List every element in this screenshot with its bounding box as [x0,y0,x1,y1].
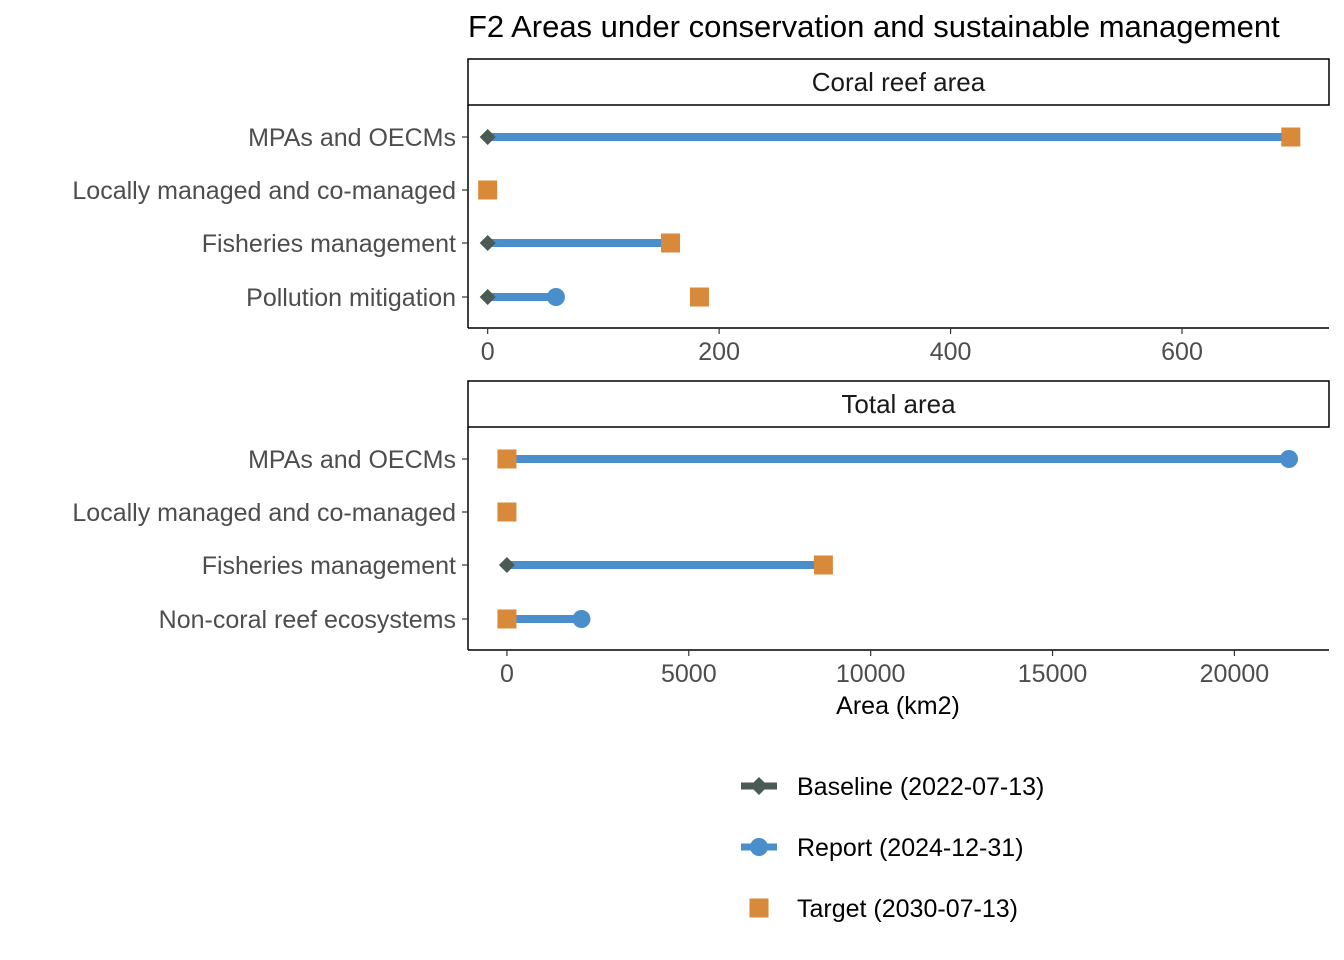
panels: Coral reef area 0 200 400 600 MPAs and OECMs L… [72,58,1330,688]
x-tick-label: 10000 [836,660,906,688]
category-label: MPAs and OECMs [248,446,456,474]
category-label: Fisheries management [202,230,456,258]
report-point [572,610,591,628]
panel-strip [467,380,1330,428]
panel-strip-label: Total area [841,389,956,419]
panel-strip [467,58,1330,106]
panel-1: Coral reef area 0 200 400 600 MPAs and OECMs L… [72,58,1330,366]
legend: Baseline (2022-07-13) Report (2024-12-31)… [741,773,1044,923]
target-point [689,287,709,307]
legend-key-target [749,898,769,918]
target-point [497,449,517,469]
target-point [1281,127,1301,147]
x-tick-label: 200 [698,338,740,366]
report-point [546,288,565,306]
baseline-point [479,235,496,251]
target-point [497,502,517,522]
x-tick-label: 15000 [1018,660,1088,688]
category-label: Locally managed and co-managed [72,177,456,205]
baseline-point [479,129,496,145]
category-label: Pollution mitigation [246,284,456,312]
x-tick-label: 400 [930,338,972,366]
legend-key-baseline [750,777,768,795]
legend-label: Report (2024-12-31) [797,834,1024,862]
x-tick-label: 0 [481,338,495,366]
legend-key-report [750,838,768,856]
x-tick-label: 5000 [661,660,717,688]
x-tick-label: 20000 [1200,660,1270,688]
baseline-point [498,557,515,573]
target-point [661,233,681,253]
x-tick-label: 600 [1161,338,1203,366]
target-point [497,609,517,629]
baseline-point [479,289,496,305]
category-label: MPAs and OECMs [248,124,456,152]
legend-label: Baseline (2022-07-13) [797,773,1044,801]
category-label: Locally managed and co-managed [72,499,456,527]
target-point [813,555,833,575]
x-axis-title: Area (km2) [836,692,960,720]
chart-title: F2 Areas under conservation and sustaina… [468,9,1280,44]
report-point [1279,450,1298,468]
x-tick-label: 0 [500,660,514,688]
category-label: Non-coral reef ecosystems [159,606,456,634]
target-point [478,180,498,200]
panel-strip-label: Coral reef area [812,67,986,97]
panel-2: Total area 0 5000 10000 15000 20000 MPAs and O… [72,380,1330,688]
category-label: Fisheries management [202,552,456,580]
legend-label: Target (2030-07-13) [797,895,1018,923]
